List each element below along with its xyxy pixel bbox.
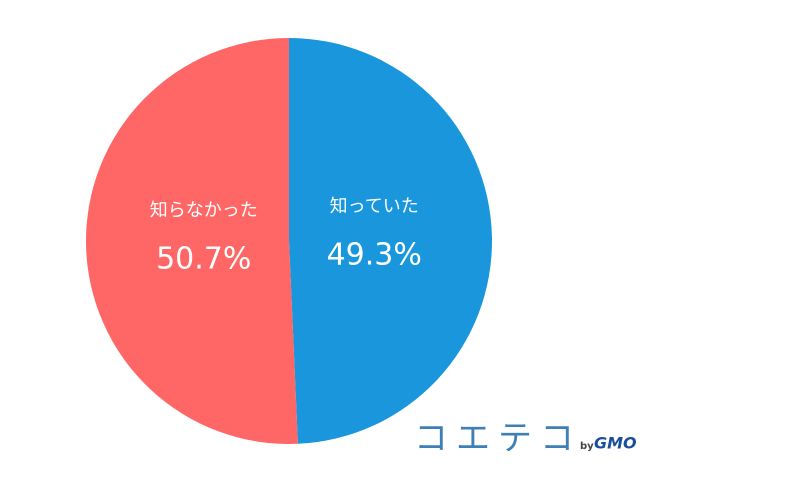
pie-slice [289,38,492,444]
slice-label: 知らなかった [150,200,258,221]
pie-slice [85,38,298,444]
value-label: 49.3% [327,238,422,273]
value-label: 50.7% [156,241,251,276]
logo-name: コエテコ [414,419,582,459]
slice-label: 知っていた [330,196,419,217]
logo-by: by [580,441,594,452]
logo-company: GMO [594,434,637,453]
